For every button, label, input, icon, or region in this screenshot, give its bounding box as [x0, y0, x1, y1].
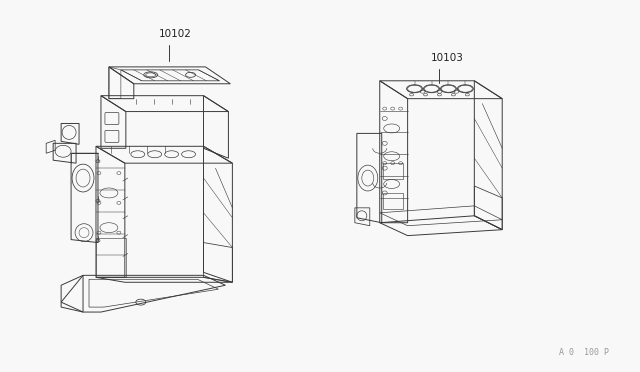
Text: A 0  100 P: A 0 100 P: [559, 348, 609, 357]
Text: 10103: 10103: [431, 53, 464, 63]
Text: 10102: 10102: [159, 29, 192, 39]
